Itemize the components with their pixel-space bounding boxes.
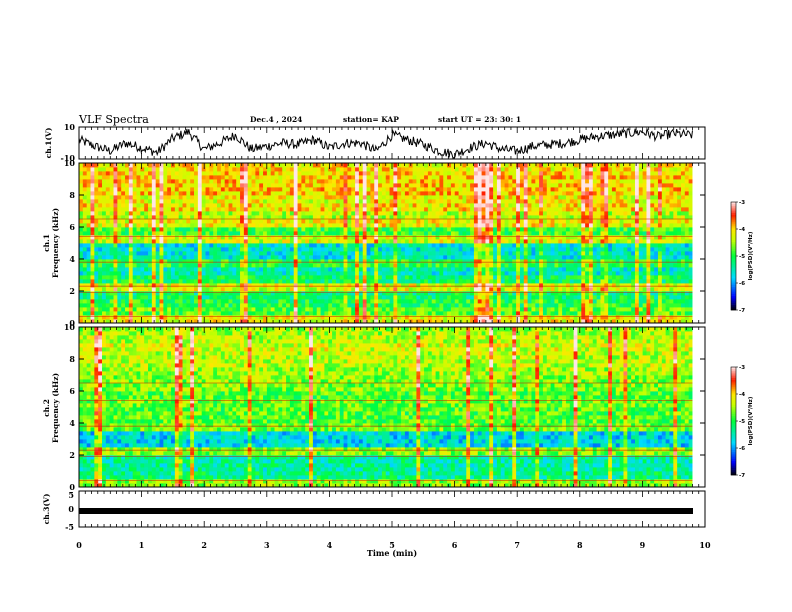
ch2-spectrogram-image (79, 327, 705, 488)
ch1-waveform-ylabel: ch.1(V) (44, 128, 53, 159)
colorbar-tick-label: -5 (739, 419, 745, 425)
ch2-colorbar: -3 -4 -5 -6 -7 log(PSD)(V²/Hz) (730, 365, 754, 479)
time-tick-label: 0 (76, 540, 82, 550)
spectrogram-ytick-label: 10 (64, 322, 76, 332)
time-tick-label: 8 (577, 540, 583, 550)
time-axis-title: Time (min) (367, 548, 417, 558)
time-tick-label: 7 (514, 540, 520, 550)
spectrogram-ytick-label: 4 (69, 254, 75, 264)
time-axis-ticks (78, 127, 706, 527)
ch1-waveform-panel: 10 -10 ch.1(V) (44, 122, 706, 163)
time-axis-labels: 0 1 2 3 4 5 6 7 8 9 10 (76, 540, 711, 550)
spectrogram-ytick-label: 4 (69, 418, 75, 428)
start-time-label: start UT = 23: 30: 1 (438, 115, 521, 124)
time-tick-label: 5 (389, 540, 395, 550)
date-label: Dec.4 , 2024 (250, 115, 302, 124)
ch1-spectrogram-panel: 0 2 4 6 8 10 ch.1 Frequency (kHz) (42, 158, 706, 328)
ch2-spectrogram-ylabel: Frequency (kHz) (51, 373, 60, 443)
spectrogram-ytick-label: 0 (69, 318, 75, 328)
ch3-waveform-ylabel: ch.3(V) (42, 494, 51, 525)
spectrogram-ytick-label: 2 (69, 286, 75, 296)
colorbar-tick-label: -6 (739, 446, 745, 452)
colorbar-tick-label: -5 (739, 254, 745, 260)
time-tick-label: 10 (699, 540, 711, 550)
colorbar-tick-label: -7 (739, 308, 745, 314)
spectrogram-ytick-label: 10 (64, 158, 76, 168)
ch3-ytick-bottom: -5 (65, 522, 74, 532)
colorbar-label: log(PSD)(V²/Hz) (747, 396, 754, 445)
spectrogram-ytick-label: 2 (69, 450, 75, 460)
colorbar-tick-label: -4 (739, 392, 745, 398)
station-label: station= KAP (343, 115, 399, 124)
spectrogram-ytick-label: 0 (69, 482, 75, 492)
ch2-spectrogram-panel: 0 2 4 6 8 10 ch.2 Frequency (kHz) (42, 322, 706, 492)
time-tick-label: 1 (139, 540, 145, 550)
ch2-spectrogram-yticks: 0 2 4 6 8 10 (64, 322, 705, 492)
time-tick-label: 9 (640, 540, 646, 550)
ch1-waveform-line (78, 127, 693, 159)
colorbar-label: log(PSD)(V²/Hz) (747, 231, 754, 280)
ch1-colorbar: -3 -4 -5 -6 -7 log(PSD)(V²/Hz) (730, 200, 754, 314)
ch3-ytick-mid: 0 (68, 504, 74, 514)
figure-title: VLF Spectra (78, 113, 149, 126)
spectrogram-ytick-label: 6 (69, 386, 75, 396)
ch3-ytick-top: 5 (68, 490, 74, 500)
ch1-ytick-bottom: -10 (61, 153, 76, 163)
ch1-spectrogram-yticks: 0 2 4 6 8 10 (64, 158, 705, 328)
colorbar-tick-label: -3 (739, 200, 745, 206)
time-tick-label: 3 (264, 540, 270, 550)
colorbar-tick-label: -7 (739, 473, 745, 479)
colorbar-tick-label: -4 (739, 227, 745, 233)
ch1-ytick-top: 10 (64, 122, 76, 132)
ch2-spectrogram-channel-label: ch.2 (42, 399, 51, 417)
ch3-signal-band (79, 508, 693, 514)
colorbar-tick-label: -6 (739, 281, 745, 287)
spectrogram-ytick-label: 6 (69, 222, 75, 232)
time-tick-label: 6 (452, 540, 458, 550)
ch1-spectrogram-image (79, 163, 705, 324)
ch1-spectrogram-ylabel: Frequency (kHz) (51, 208, 60, 278)
time-tick-label: 2 (201, 540, 207, 550)
colorbar-tick-label: -3 (739, 365, 745, 371)
spectrogram-ytick-label: 8 (69, 190, 75, 200)
spectrogram-ytick-label: 8 (69, 354, 75, 364)
ch1-spectrogram-channel-label: ch.1 (42, 234, 51, 252)
time-tick-label: 4 (327, 540, 333, 550)
